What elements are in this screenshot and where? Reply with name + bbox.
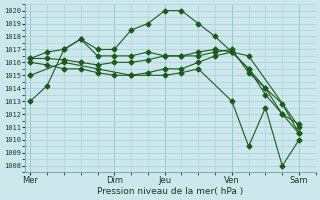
X-axis label: Pression niveau de la mer( hPa ): Pression niveau de la mer( hPa ) [98, 187, 244, 196]
